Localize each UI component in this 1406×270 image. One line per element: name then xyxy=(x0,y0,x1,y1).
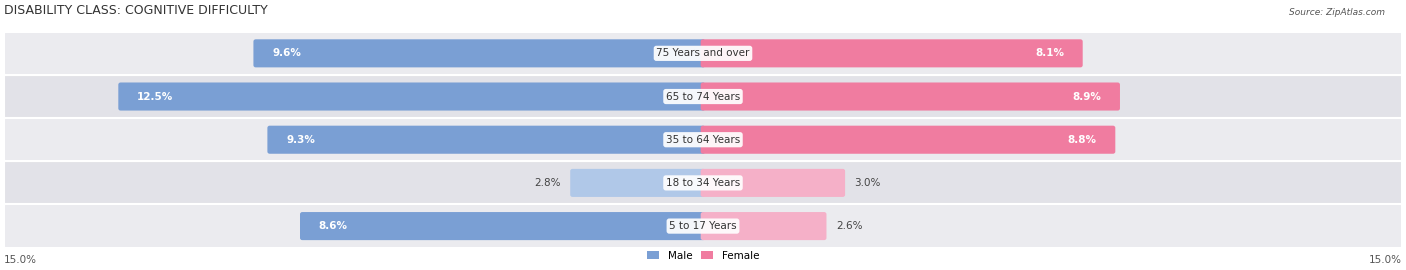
Text: 35 to 64 Years: 35 to 64 Years xyxy=(666,135,740,145)
FancyBboxPatch shape xyxy=(571,169,706,197)
Text: 8.6%: 8.6% xyxy=(319,221,347,231)
Bar xyxy=(4,32,1402,75)
FancyBboxPatch shape xyxy=(253,39,706,68)
Text: 5 to 17 Years: 5 to 17 Years xyxy=(669,221,737,231)
Text: 8.1%: 8.1% xyxy=(1035,48,1064,58)
Bar xyxy=(4,118,1402,161)
Text: 18 to 34 Years: 18 to 34 Years xyxy=(666,178,740,188)
Bar xyxy=(4,75,1402,118)
Text: 2.6%: 2.6% xyxy=(835,221,862,231)
Text: 12.5%: 12.5% xyxy=(136,92,173,102)
Text: DISABILITY CLASS: COGNITIVE DIFFICULTY: DISABILITY CLASS: COGNITIVE DIFFICULTY xyxy=(4,4,269,17)
Text: 15.0%: 15.0% xyxy=(4,255,37,265)
FancyBboxPatch shape xyxy=(700,83,1121,110)
Text: 65 to 74 Years: 65 to 74 Years xyxy=(666,92,740,102)
Text: 9.6%: 9.6% xyxy=(271,48,301,58)
Bar xyxy=(4,204,1402,248)
FancyBboxPatch shape xyxy=(267,126,706,154)
Text: 9.3%: 9.3% xyxy=(285,135,315,145)
Text: 8.8%: 8.8% xyxy=(1067,135,1097,145)
Text: 3.0%: 3.0% xyxy=(855,178,880,188)
Text: 75 Years and over: 75 Years and over xyxy=(657,48,749,58)
Text: 2.8%: 2.8% xyxy=(534,178,561,188)
FancyBboxPatch shape xyxy=(700,126,1115,154)
FancyBboxPatch shape xyxy=(700,39,1083,68)
Text: Source: ZipAtlas.com: Source: ZipAtlas.com xyxy=(1289,8,1385,17)
Text: 8.9%: 8.9% xyxy=(1073,92,1101,102)
FancyBboxPatch shape xyxy=(118,83,706,110)
FancyBboxPatch shape xyxy=(700,212,827,240)
Text: 15.0%: 15.0% xyxy=(1369,255,1402,265)
FancyBboxPatch shape xyxy=(700,169,845,197)
Legend: Male, Female: Male, Female xyxy=(643,247,763,265)
Bar xyxy=(4,161,1402,204)
FancyBboxPatch shape xyxy=(299,212,706,240)
